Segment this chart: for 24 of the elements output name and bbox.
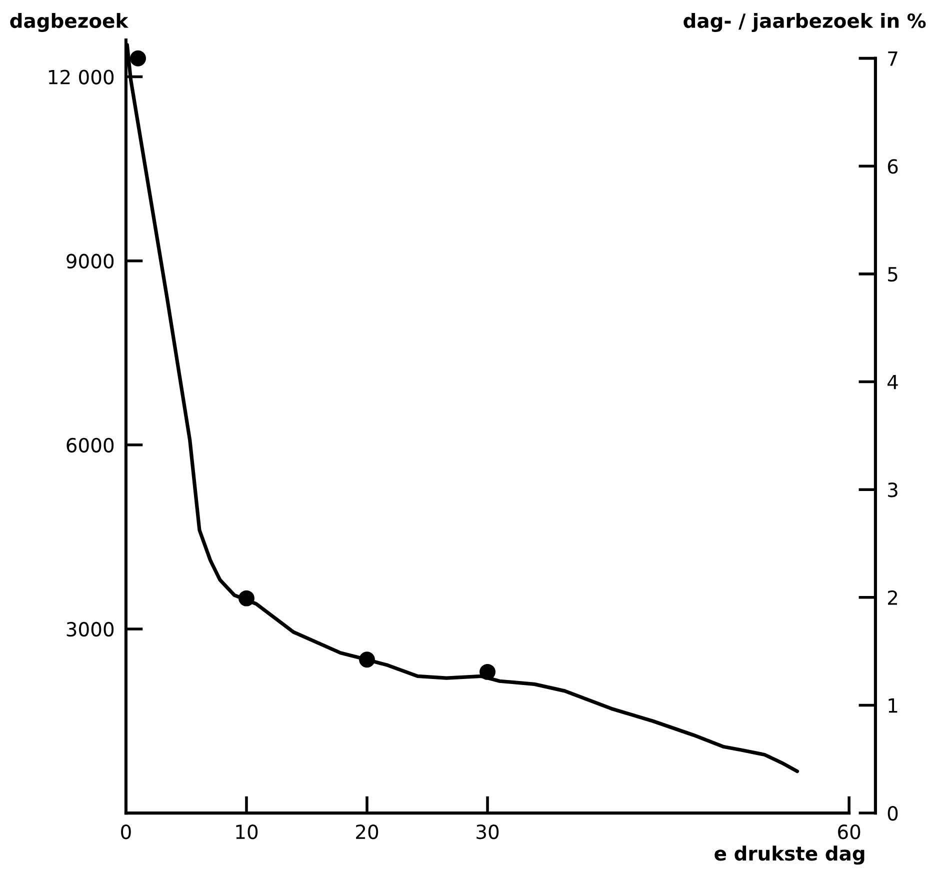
x-tick-label: 10 [236, 824, 258, 840]
x-tick-label: 20 [356, 824, 378, 840]
x-tick-label: 30 [476, 824, 499, 840]
y-tick-label: 9000 [66, 254, 114, 269]
y2-tick-label: 0 [888, 806, 898, 821]
point [130, 50, 146, 66]
x-tick-label: 0 [121, 824, 131, 840]
x-tick-label: 60 [838, 824, 860, 840]
point [480, 664, 496, 680]
y-axis-title: dagbezoek [10, 13, 129, 32]
y-tick-label: 6000 [66, 438, 114, 453]
x-axis-title: e drukste dag [714, 846, 864, 865]
y2-tick-label: 7 [888, 52, 898, 66]
y2-tick-label: 1 [888, 698, 898, 713]
y2-axis-title: dag- / jaarbezoek in % [684, 13, 926, 32]
point [359, 652, 375, 668]
y2-tick-label: 5 [888, 267, 898, 282]
y-tick-label: 12 000 [48, 70, 114, 84]
y2-tick-label: 4 [888, 374, 898, 390]
y2-tick-label: 2 [888, 590, 897, 605]
y-tick-label: 3000 [66, 622, 114, 637]
y2-tick-label: 6 [888, 159, 898, 174]
y2-tick-label: 3 [888, 482, 898, 498]
point [238, 590, 254, 606]
